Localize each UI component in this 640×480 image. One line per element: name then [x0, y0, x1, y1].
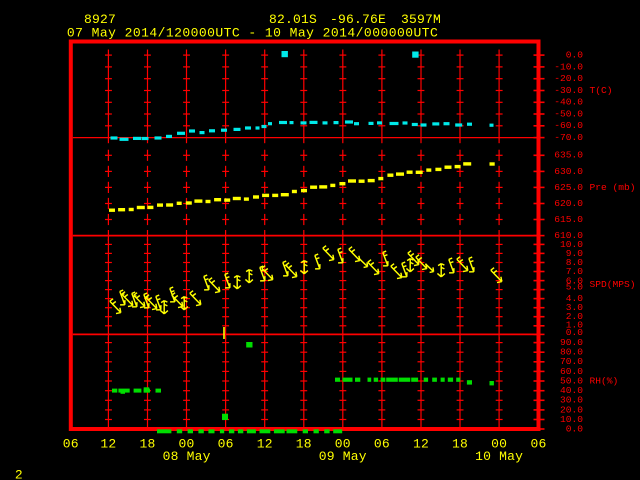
svg-text:10.0: 10.0 [560, 414, 583, 425]
svg-text:10.0: 10.0 [560, 239, 583, 250]
svg-text:8.0: 8.0 [566, 257, 584, 268]
svg-text:06: 06 [374, 437, 390, 452]
svg-text:7.0: 7.0 [566, 266, 584, 277]
svg-text:18: 18 [452, 437, 468, 452]
svg-text:5.0: 5.0 [566, 282, 584, 293]
svg-text:630.0: 630.0 [554, 166, 583, 177]
svg-text:-20.0: -20.0 [554, 73, 583, 84]
svg-text:620.0: 620.0 [554, 198, 583, 209]
svg-text:50.0: 50.0 [560, 375, 583, 386]
svg-text:60.0: 60.0 [560, 366, 583, 377]
svg-text:625.0: 625.0 [554, 182, 583, 193]
svg-text:0.0: 0.0 [566, 50, 584, 61]
svg-text:635.0: 635.0 [554, 150, 583, 161]
svg-text:18: 18 [296, 437, 312, 452]
svg-text:06: 06 [530, 437, 546, 452]
svg-text:06: 06 [218, 437, 234, 452]
svg-text:12: 12 [100, 437, 116, 452]
svg-text:4.0: 4.0 [566, 293, 584, 304]
svg-text:-40.0: -40.0 [554, 97, 583, 108]
svg-text:9.0: 9.0 [566, 248, 584, 259]
svg-text:3597M: 3597M [401, 12, 441, 27]
svg-text:00: 00 [491, 437, 507, 452]
svg-text:2.0: 2.0 [566, 311, 584, 322]
svg-text:10 May: 10 May [475, 449, 523, 464]
svg-text:12: 12 [257, 437, 273, 452]
svg-text:80.0: 80.0 [560, 347, 583, 358]
svg-text:08 May: 08 May [163, 449, 211, 464]
svg-text:-96.76E: -96.76E [330, 12, 386, 27]
svg-text:8927: 8927 [84, 12, 116, 27]
svg-text:610.0: 610.0 [554, 230, 583, 241]
svg-text:90.0: 90.0 [560, 337, 583, 348]
svg-text:30.0: 30.0 [560, 395, 583, 406]
svg-text:06: 06 [63, 437, 79, 452]
svg-text:Pre (mb): Pre (mb) [590, 182, 636, 193]
svg-text:70.0: 70.0 [560, 356, 583, 367]
svg-text:0.0: 0.0 [566, 424, 584, 435]
svg-text:12: 12 [413, 437, 429, 452]
svg-text:82.01S: 82.01S [269, 12, 317, 27]
svg-text:SPD(MPS): SPD(MPS) [590, 279, 636, 290]
svg-text:00: 00 [335, 437, 351, 452]
svg-text:T(C): T(C) [590, 85, 613, 96]
svg-text:3.0: 3.0 [566, 302, 584, 313]
svg-text:09 May: 09 May [319, 449, 367, 464]
svg-text:-60.0: -60.0 [554, 120, 583, 131]
svg-text:40.0: 40.0 [560, 385, 583, 396]
svg-text:18: 18 [139, 437, 155, 452]
svg-text:-70.0: -70.0 [554, 132, 583, 143]
svg-text:-10.0: -10.0 [554, 61, 583, 72]
svg-text:2: 2 [15, 467, 23, 480]
svg-text:-30.0: -30.0 [554, 85, 583, 96]
svg-text:00: 00 [178, 437, 194, 452]
svg-text:0.0: 0.0 [566, 327, 584, 338]
svg-text:6.0: 6.0 [566, 276, 584, 287]
svg-text:07 May 2014/120000UTC - 10 May: 07 May 2014/120000UTC - 10 May 2014/0000… [67, 25, 438, 40]
svg-text:RH(%): RH(%) [590, 375, 619, 386]
svg-text:615.0: 615.0 [554, 214, 583, 225]
svg-text:-50.0: -50.0 [554, 109, 583, 120]
svg-text:1.0: 1.0 [566, 319, 584, 330]
svg-text:20.0: 20.0 [560, 404, 583, 415]
